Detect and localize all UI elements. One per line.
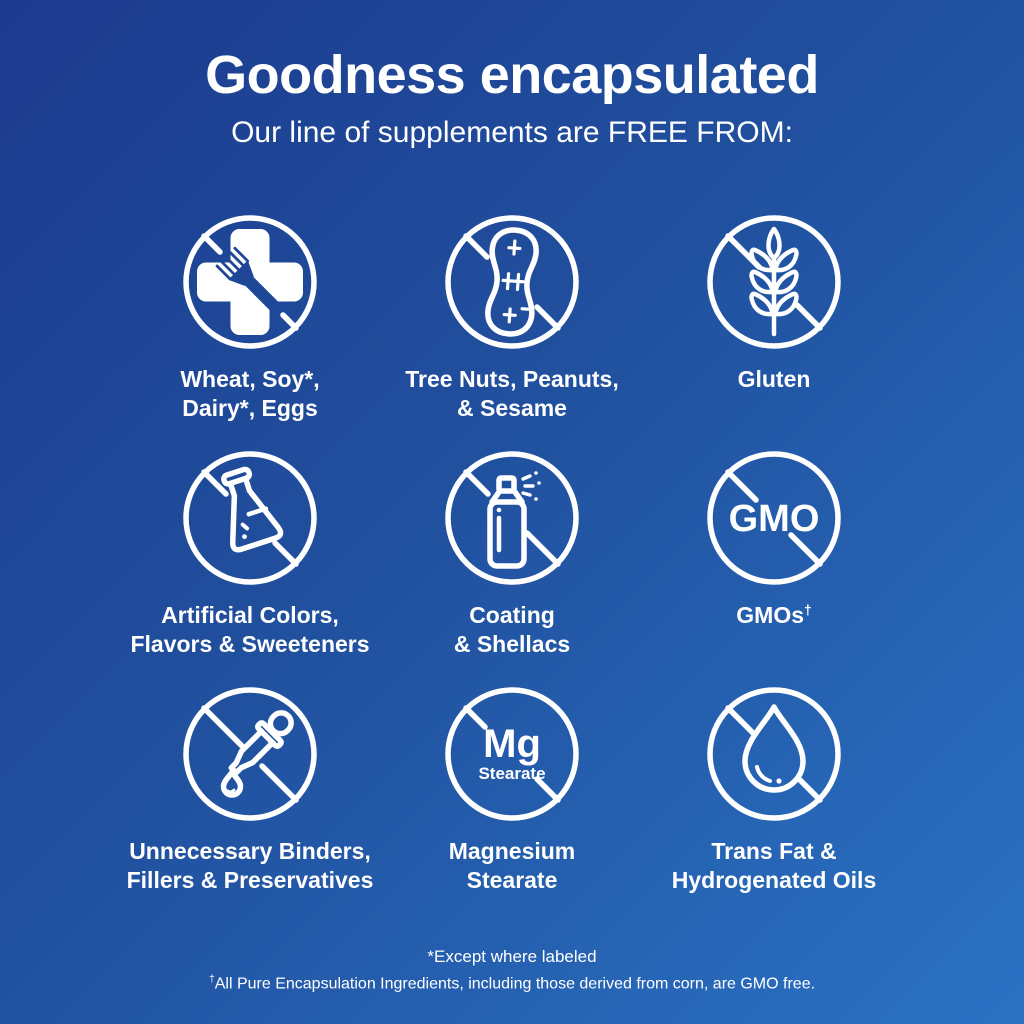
prohibition-slash [463, 233, 490, 261]
mg-badge-subtext: Stearate [478, 764, 545, 783]
prohibition-slash [794, 302, 823, 332]
free-from-label: GMOs† [736, 602, 812, 629]
dropper-glyph [220, 710, 294, 799]
prohibition-slash [272, 540, 299, 568]
prohibition-circle [445, 215, 579, 350]
prohibition-slash [280, 312, 299, 332]
wheat-glyph [749, 227, 799, 337]
prohibition-slash [259, 763, 299, 804]
spray-can-glyph [487, 471, 541, 570]
poster-header: Goodness encapsulated Our line of supple… [0, 0, 1024, 151]
prohibition-slash [201, 469, 229, 498]
prohibition-circle [707, 215, 841, 350]
prohibition-slash [524, 530, 561, 568]
free-from-label: Artificial Colors, Flavors & Sweeteners [130, 602, 370, 658]
free-from-item: Tree Nuts, Peanuts, & Sesame [405, 207, 619, 443]
free-from-label: Coating & Shellacs [453, 602, 571, 658]
prohibition-circle [183, 451, 317, 586]
prohibition-slash [534, 776, 561, 804]
prohibition-slash [725, 469, 759, 504]
prohibition-circle [445, 687, 579, 822]
free-from-grid: Wheat, Soy*, Dairy*, Eggs [119, 207, 905, 915]
free-from-item: Trans Fat & Hydrogenated Oils [672, 679, 876, 915]
prohibition-slash [201, 705, 245, 750]
prohibition-slash [201, 233, 223, 256]
footnote-asterisk: *Except where labeled [427, 947, 597, 967]
page-subtitle: Our line of supplements are FREE FROM: [231, 116, 793, 150]
prohibition-slash [788, 532, 823, 568]
free-from-item: GMO GMOs† [699, 443, 849, 679]
free-from-item: Artificial Colors, Flavors & Sweeteners [130, 443, 370, 679]
oil-drop-glyph [742, 704, 806, 794]
mg-badge-text: Mg [483, 722, 541, 766]
dagger-mark: † [208, 974, 215, 986]
free-from-label: Wheat, Soy*, Dairy*, Eggs [180, 366, 320, 422]
gmo-badge-text: GMO [729, 498, 820, 540]
no-dropper-icon [183, 687, 317, 822]
no-wheat-soy-dairy-eggs-icon [183, 215, 317, 350]
footnote-dagger: †All Pure Encapsulation Ingredients, inc… [208, 974, 816, 993]
flask-glyph [221, 467, 284, 553]
free-from-label: Unnecessary Binders, Fillers & Preservat… [126, 838, 374, 894]
page-title: Goodness encapsulated [205, 45, 819, 105]
no-oil-drop-icon [707, 687, 841, 822]
medical-cross-fork-glyph [197, 229, 303, 336]
no-mg-stearate-icon: Mg Stearate [445, 687, 579, 822]
free-from-label: Trans Fat & Hydrogenated Oils [671, 838, 877, 894]
free-from-item: Mg Stearate Magnesium Stearate [437, 679, 587, 915]
no-peanut-icon [445, 215, 579, 350]
no-gmo-icon: GMO [707, 451, 841, 586]
prohibition-slash [797, 777, 823, 804]
free-from-item: Wheat, Soy*, Dairy*, Eggs [175, 207, 325, 443]
free-from-label: Gluten [737, 366, 811, 393]
prohibition-circle [445, 451, 579, 586]
poster-footnotes: *Except where labeled †All Pure Encapsul… [0, 947, 1024, 993]
free-from-item: Coating & Shellacs [437, 443, 587, 679]
no-spray-can-icon [445, 451, 579, 586]
prohibition-slash [534, 304, 561, 332]
prohibition-slash [463, 705, 488, 731]
no-flask-icon [183, 451, 317, 586]
prohibition-slash [725, 705, 756, 737]
free-from-item: Gluten [699, 207, 849, 443]
prohibition-circle [183, 687, 317, 822]
prohibition-circle [707, 687, 841, 822]
dagger-mark: † [804, 602, 812, 618]
free-from-label: Magnesium Stearate [448, 838, 576, 894]
free-from-item: Unnecessary Binders, Fillers & Preservat… [126, 679, 374, 915]
prohibition-circle [183, 215, 317, 350]
peanut-glyph [485, 227, 539, 338]
free-from-label: Tree Nuts, Peanuts, & Sesame [405, 366, 619, 422]
prohibition-slash [463, 469, 491, 498]
prohibition-circle [707, 451, 841, 586]
no-wheat-stalk-icon [707, 215, 841, 350]
